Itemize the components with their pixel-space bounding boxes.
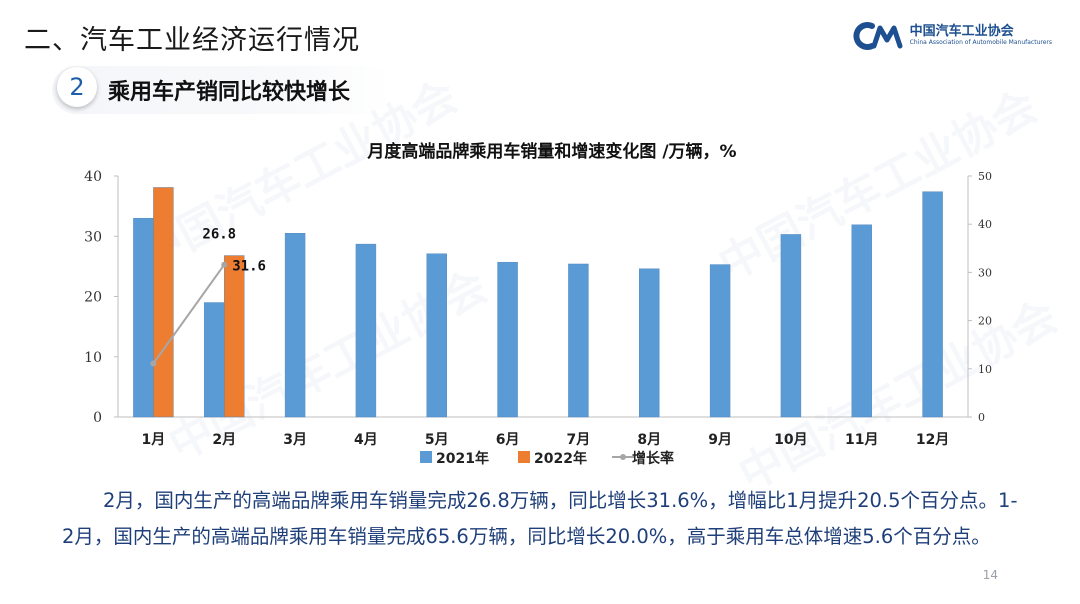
- x-axis-category-label: 10月: [774, 432, 807, 448]
- chart-title: 月度高端品牌乘用车销量和增速变化图 /万辆，%: [366, 141, 736, 162]
- data-label: 26.8: [202, 227, 236, 243]
- x-axis-category-label: 3月: [283, 432, 307, 448]
- page-number: 14: [982, 568, 998, 582]
- right-axis-tick-label: 20: [978, 315, 992, 328]
- left-axis-tick-label: 0: [93, 410, 102, 426]
- point-增长率: [221, 261, 228, 268]
- bar-2021年: [639, 268, 660, 418]
- right-axis-tick-label: 30: [978, 266, 992, 279]
- bar-2021年: [426, 253, 447, 418]
- bar-2021年: [780, 234, 802, 418]
- logo-name-en: China Association of Automobile Manufact…: [909, 39, 1052, 46]
- left-axis-tick-label: 40: [84, 169, 102, 185]
- x-axis-category-label: 6月: [496, 432, 520, 448]
- right-axis-tick-label: 50: [978, 170, 992, 183]
- legend-label: 增长率: [632, 450, 674, 467]
- bar-2021年: [355, 243, 377, 418]
- bar-2021年: [284, 233, 306, 418]
- legend-label: 2021年: [436, 450, 489, 467]
- x-axis-category-label: 11月: [845, 432, 878, 448]
- x-axis-category-label: 12月: [916, 432, 949, 448]
- x-axis-category-label: 2月: [212, 432, 236, 448]
- cama-logo-mark-icon: [853, 22, 903, 50]
- data-label: 31.6: [232, 259, 266, 275]
- logo-name-cn: 中国汽车工业协会: [909, 24, 1014, 39]
- legend-label: 2022年: [534, 450, 587, 467]
- line-增长率: [152, 264, 226, 365]
- x-axis-category-label: 5月: [425, 432, 449, 448]
- bar-2021年: [568, 263, 589, 418]
- summary-paragraph: 2月，国内生产的高端品牌乘用车销量完成26.8万辆，同比增长31.6%，增幅比1…: [62, 489, 1018, 548]
- x-axis-category-label: 4月: [354, 432, 378, 448]
- cama-logo: 中国汽车工业协会 China Association of Automobile…: [852, 22, 1052, 50]
- x-axis-category-label: 1月: [142, 432, 166, 448]
- right-axis-tick-label: 40: [978, 218, 992, 231]
- bar-2021年: [922, 191, 943, 418]
- bar-2022年: [153, 187, 174, 418]
- legend-swatch-2021年: [420, 451, 432, 463]
- subsection-number: 2: [57, 67, 97, 107]
- legend-swatch-2022年: [518, 451, 530, 463]
- x-axis-category-label: 8月: [637, 432, 661, 448]
- legend-marker-增长率: [620, 454, 626, 460]
- point-增长率: [150, 360, 157, 367]
- right-axis-tick-label: 0: [978, 411, 985, 424]
- left-axis-tick-label: 20: [84, 290, 102, 306]
- body-text: 2月，国内生产的高端品牌乘用车销量完成26.8万辆，同比增长31.6%，增幅比1…: [62, 483, 1024, 555]
- x-axis-category-label: 9月: [708, 432, 732, 448]
- x-axis-category-label: 7月: [567, 432, 591, 448]
- bar-2021年: [851, 224, 872, 418]
- bar-2021年: [497, 261, 518, 418]
- subsection-banner: [52, 66, 392, 114]
- right-axis-tick-label: 10: [978, 363, 992, 376]
- section-title: 二、汽车工业经济运行情况: [24, 25, 360, 56]
- bar-2022年: [224, 255, 245, 418]
- left-axis-tick-label: 30: [84, 229, 102, 245]
- bar-2021年: [133, 217, 154, 418]
- subsection-title: 乘用车产销同比较快增长: [108, 80, 351, 105]
- left-axis-tick-label: 10: [84, 350, 102, 366]
- bar-2021年: [204, 302, 225, 418]
- bar-2021年: [709, 264, 731, 418]
